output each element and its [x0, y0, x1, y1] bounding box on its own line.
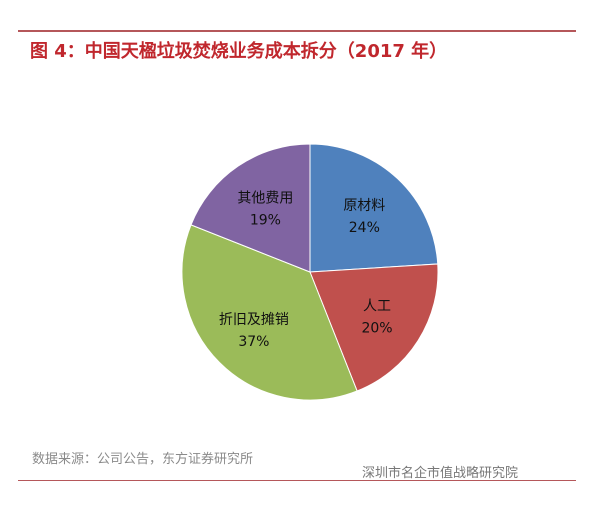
pie-label-3: 其他费用 [237, 190, 293, 206]
pie-slice-2 [181, 224, 358, 401]
pie-value-label-1: 20% [361, 321, 392, 337]
source-note: 数据来源：公司公告，东方证券研究所 [32, 452, 254, 467]
pie-slice-3 [190, 143, 311, 273]
pie-value-label-0: 24% [349, 220, 380, 236]
chart-title: 图 4：中国天楹垃圾焚烧业务成本拆分（2017 年） [30, 41, 448, 62]
watermark: 深圳市名企市值战略研究院 [362, 466, 519, 481]
pie-label-1: 人工 [363, 299, 391, 315]
pie-slice-0 [309, 143, 439, 273]
pie-slice-1 [309, 263, 439, 392]
bottom-rule [18, 480, 576, 481]
pie-value-label-3: 19% [250, 212, 281, 228]
pie-value-label-2: 37% [238, 334, 269, 350]
pie-label-2: 折旧及摊销 [219, 312, 289, 328]
pie-label-0: 原材料 [343, 198, 385, 214]
top-rule [18, 30, 576, 32]
